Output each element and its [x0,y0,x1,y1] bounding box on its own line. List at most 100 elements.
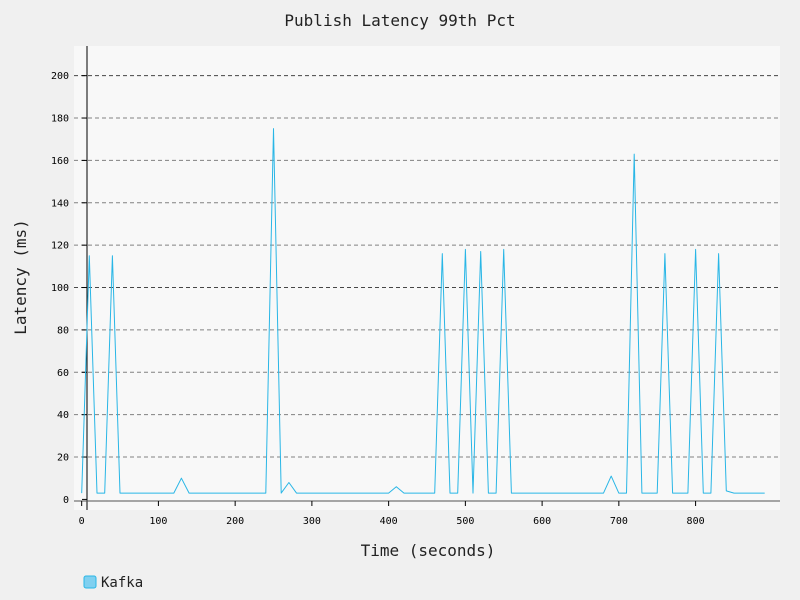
data-point [264,492,267,495]
data-point [111,254,114,257]
data-point [472,492,475,495]
data-point [165,492,168,495]
y-tick-label: 80 [57,325,69,336]
legend: Kafka [83,575,143,591]
y-tick-label: 180 [51,114,69,125]
data-point [656,492,659,495]
data-point [740,492,743,495]
data-point [602,492,605,495]
data-point [709,492,712,495]
data-point [433,492,436,495]
data-point [234,492,237,495]
data-point [80,492,83,495]
chart-title: Publish Latency 99th Pct [284,11,515,30]
data-point [241,492,244,495]
data-point [617,492,620,495]
data-point [218,492,221,495]
x-tick-label: 800 [687,516,705,527]
data-point [418,492,421,495]
data-point [640,492,643,495]
data-point [694,248,697,251]
data-point [380,492,383,495]
data-point [748,492,751,495]
y-tick-label: 120 [51,241,69,252]
data-point [579,492,582,495]
data-point [756,492,759,495]
data-point [96,492,99,495]
data-point [456,492,459,495]
data-point [686,492,689,495]
data-point [326,492,329,495]
data-point [671,492,674,495]
data-point [571,492,574,495]
data-point [410,492,413,495]
data-point [249,492,252,495]
y-ticks: 0 20 40 60 80 100 120 140 160 180 200 [51,71,87,506]
data-point [495,492,498,495]
x-tick-label: 600 [533,516,551,527]
series [80,127,765,495]
y-tick-label: 200 [51,71,69,82]
data-point [333,492,336,495]
data-point [195,492,198,495]
y-tick-label: 20 [57,453,69,464]
data-point [679,492,682,495]
y-tick-label: 160 [51,156,69,167]
data-point [502,248,505,251]
data-point [180,477,183,480]
data-point [364,492,367,495]
data-point [203,492,206,495]
data-point [172,492,175,495]
data-point [594,492,597,495]
y-tick-label: 0 [63,495,69,506]
y-tick-label: 100 [51,283,69,294]
data-point [733,492,736,495]
y-tick-label: 40 [57,410,69,421]
data-point [257,492,260,495]
data-point [449,492,452,495]
data-point [211,492,214,495]
y-tick-label: 60 [57,368,69,379]
x-tick-label: 200 [226,516,244,527]
data-point [349,492,352,495]
data-point [395,485,398,488]
data-point [188,492,191,495]
data-point [134,492,137,495]
data-point [157,492,160,495]
data-point [387,492,390,495]
data-point [648,492,651,495]
data-point [441,252,444,255]
data-point [587,492,590,495]
data-point [525,492,528,495]
data-point [280,492,283,495]
data-point [610,475,613,478]
data-point [533,492,536,495]
data-point [510,492,513,495]
x-tick-label: 700 [610,516,628,527]
x-tick-label: 100 [149,516,167,527]
data-point [372,492,375,495]
data-point [295,492,298,495]
data-point [479,250,482,253]
data-point [633,153,636,156]
data-point [564,492,567,495]
data-point [464,248,467,251]
data-point [556,492,559,495]
data-point [318,492,321,495]
data-point [487,492,490,495]
data-point [88,254,91,257]
data-point [119,492,122,495]
data-point [403,492,406,495]
data-point [341,492,344,495]
legend-swatch-kafka [83,575,97,589]
legend-label-kafka: Kafka [101,575,143,591]
data-point [226,492,229,495]
y-tick-label: 140 [51,198,69,209]
data-point [272,127,275,130]
series-line-kafka [81,128,765,494]
x-tick-label: 500 [456,516,474,527]
x-tick-label: 0 [79,516,85,527]
data-point [518,492,521,495]
plot-area-background [74,46,780,510]
